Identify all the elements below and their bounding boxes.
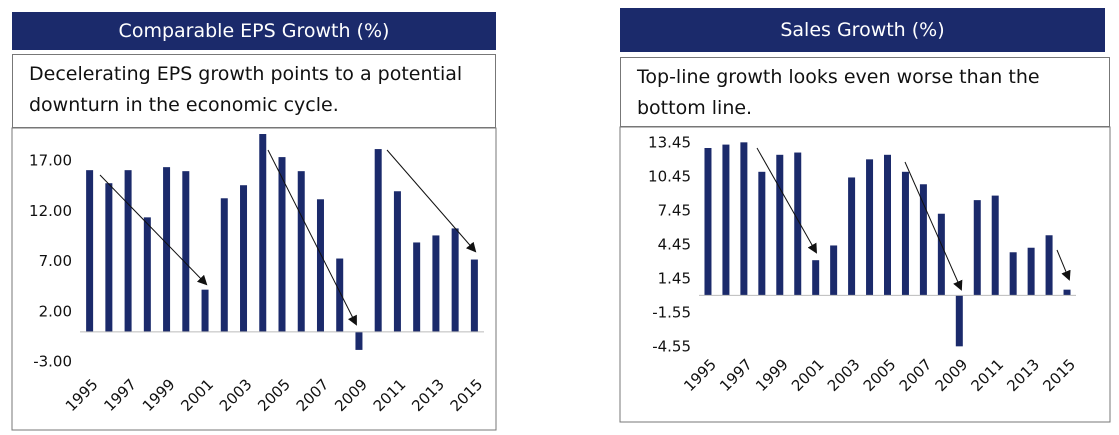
bar: [1009, 252, 1017, 296]
y-tick-label: 12.00: [29, 202, 72, 220]
bar: [830, 245, 838, 296]
trend-arrow: [904, 161, 963, 291]
bar: [470, 259, 478, 332]
x-tick-label: 2009: [331, 375, 371, 415]
x-tick-label: 1995: [680, 355, 720, 395]
bar: [848, 177, 856, 296]
bar: [297, 171, 305, 332]
x-tick-label: 2003: [824, 355, 864, 395]
trend-arrow: [99, 174, 208, 286]
y-tick-label: -3.00: [33, 352, 72, 370]
bar: [86, 170, 94, 332]
x-tick-label: 2013: [408, 375, 448, 415]
bar: [884, 154, 891, 296]
trend-arrow: [386, 149, 477, 253]
x-tick-label: 1999: [752, 355, 792, 395]
bar: [220, 198, 228, 332]
bar: [740, 142, 748, 296]
x-tick-label: 1999: [139, 375, 179, 415]
y-tick-label: -4.55: [652, 337, 691, 355]
panel-border: [11, 127, 497, 431]
bar: [937, 213, 945, 296]
chart-subtitle: Decelerating EPS growth points to a pote…: [12, 54, 496, 128]
bar: [278, 157, 286, 332]
bar: [143, 217, 151, 332]
bar: [1063, 289, 1071, 296]
x-tick-label: 2007: [293, 375, 333, 415]
chart-subtitle: Top-line growth looks even worse than th…: [620, 57, 1110, 127]
x-tick-label: 2011: [370, 375, 410, 415]
bar: [1045, 235, 1053, 296]
bar: [955, 295, 963, 347]
x-tick-label: 1997: [716, 355, 756, 395]
trend-arrow: [756, 147, 817, 254]
chart-title: Comparable EPS Growth (%): [12, 12, 496, 50]
chart-eps: -3.002.007.0012.0017.0019951997199920012…: [29, 134, 486, 415]
x-tick-label: 2013: [1003, 355, 1043, 395]
bar: [336, 258, 344, 332]
bar: [758, 171, 766, 296]
bar: [393, 191, 401, 332]
y-tick-label: 2.00: [39, 302, 72, 320]
x-tick-label: 2009: [932, 355, 972, 395]
x-tick-label: 1997: [100, 375, 140, 415]
bar: [105, 183, 113, 332]
chart-sales: -4.55 -1.55 1.45 4.45 7.45 10.45 13.45 19951997…: [648, 133, 1079, 395]
bar: [316, 199, 324, 332]
y-tick-label: 13.45: [648, 133, 691, 151]
bar: [704, 148, 712, 296]
y-tick-label: 7.45: [658, 201, 691, 219]
bar: [259, 134, 267, 332]
bar: [182, 171, 190, 332]
y-tick-label: 17.00: [29, 152, 72, 170]
bar: [240, 185, 248, 332]
bar: [722, 144, 730, 296]
bar: [124, 170, 132, 332]
x-tick-label: 1995: [62, 375, 102, 415]
bar: [866, 159, 874, 296]
bar: [432, 235, 440, 332]
bar: [374, 149, 382, 332]
bar: [991, 195, 999, 296]
bar: [201, 289, 209, 332]
x-tick-label: 2007: [896, 355, 936, 395]
x-tick-label: 2015: [1039, 355, 1079, 395]
panel-border: [619, 126, 1111, 423]
bar: [355, 331, 363, 350]
y-tick-label: 1.45: [658, 269, 691, 287]
trend-arrow: [1056, 249, 1071, 281]
bar: [973, 200, 981, 296]
bar: [794, 152, 802, 296]
x-tick-label: 2003: [216, 375, 256, 415]
trend-arrow: [267, 149, 357, 326]
bar: [776, 154, 784, 296]
bar: [413, 242, 421, 332]
x-tick-label: 2015: [447, 375, 487, 415]
x-tick-label: 2011: [967, 355, 1007, 395]
arrows: [99, 147, 1071, 326]
y-tick-label: 10.45: [648, 167, 691, 185]
bar: [451, 228, 459, 332]
bar: [812, 260, 820, 296]
bar: [919, 184, 927, 296]
y-tick-label: 7.00: [39, 252, 72, 270]
chart-title: Sales Growth (%): [620, 8, 1105, 52]
y-tick-label: -1.55: [652, 303, 691, 321]
x-tick-label: 2005: [254, 375, 294, 415]
bar: [901, 171, 909, 296]
bar: [163, 167, 171, 332]
bar: [1027, 247, 1035, 296]
x-tick-label: 2001: [788, 355, 828, 395]
y-tick-label: 4.45: [658, 235, 691, 253]
x-tick-label: 2005: [860, 355, 900, 395]
x-tick-label: 2001: [177, 375, 217, 415]
